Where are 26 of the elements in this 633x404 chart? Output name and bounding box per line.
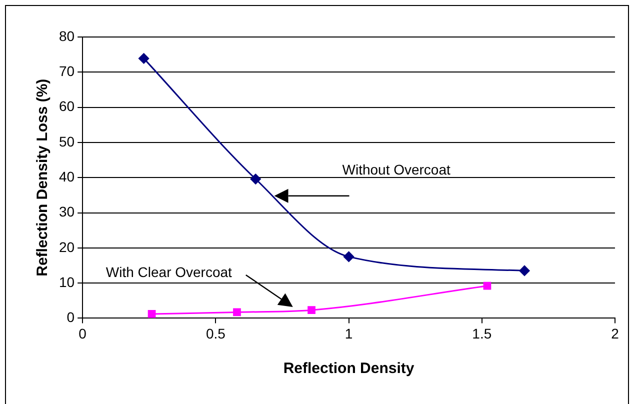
x-tick-label: 1 xyxy=(344,325,353,342)
x-axis-title: Reflection Density xyxy=(283,360,415,378)
y-tick-label: 80 xyxy=(58,28,75,44)
x-tick-label: 0 xyxy=(78,325,87,342)
y-tick-label: 60 xyxy=(58,98,75,114)
point xyxy=(519,266,530,276)
y-tick-label: 30 xyxy=(58,204,75,220)
point xyxy=(344,251,354,262)
point xyxy=(233,308,241,316)
point xyxy=(148,310,156,318)
y-tick-label: 10 xyxy=(58,274,75,290)
annotation: With Clear Overcoat xyxy=(106,264,232,280)
point xyxy=(250,174,261,184)
annotation: Without Overcoat xyxy=(342,162,451,178)
x-tick-label: 2 xyxy=(611,325,620,342)
y-tick-label: 0 xyxy=(66,309,75,326)
y-tick-label: 20 xyxy=(58,238,75,255)
y-tick-label: 70 xyxy=(58,63,75,80)
x-tick-label: 1.5 xyxy=(472,325,492,342)
y-tick-label: 40 xyxy=(58,168,75,184)
point xyxy=(138,53,150,64)
x-tick-label: 0.5 xyxy=(206,325,226,342)
point xyxy=(483,282,492,290)
point xyxy=(308,306,316,314)
y-axis-title: Reflection Density Loss (%) xyxy=(34,78,52,276)
y-tick-label: 50 xyxy=(58,133,75,150)
